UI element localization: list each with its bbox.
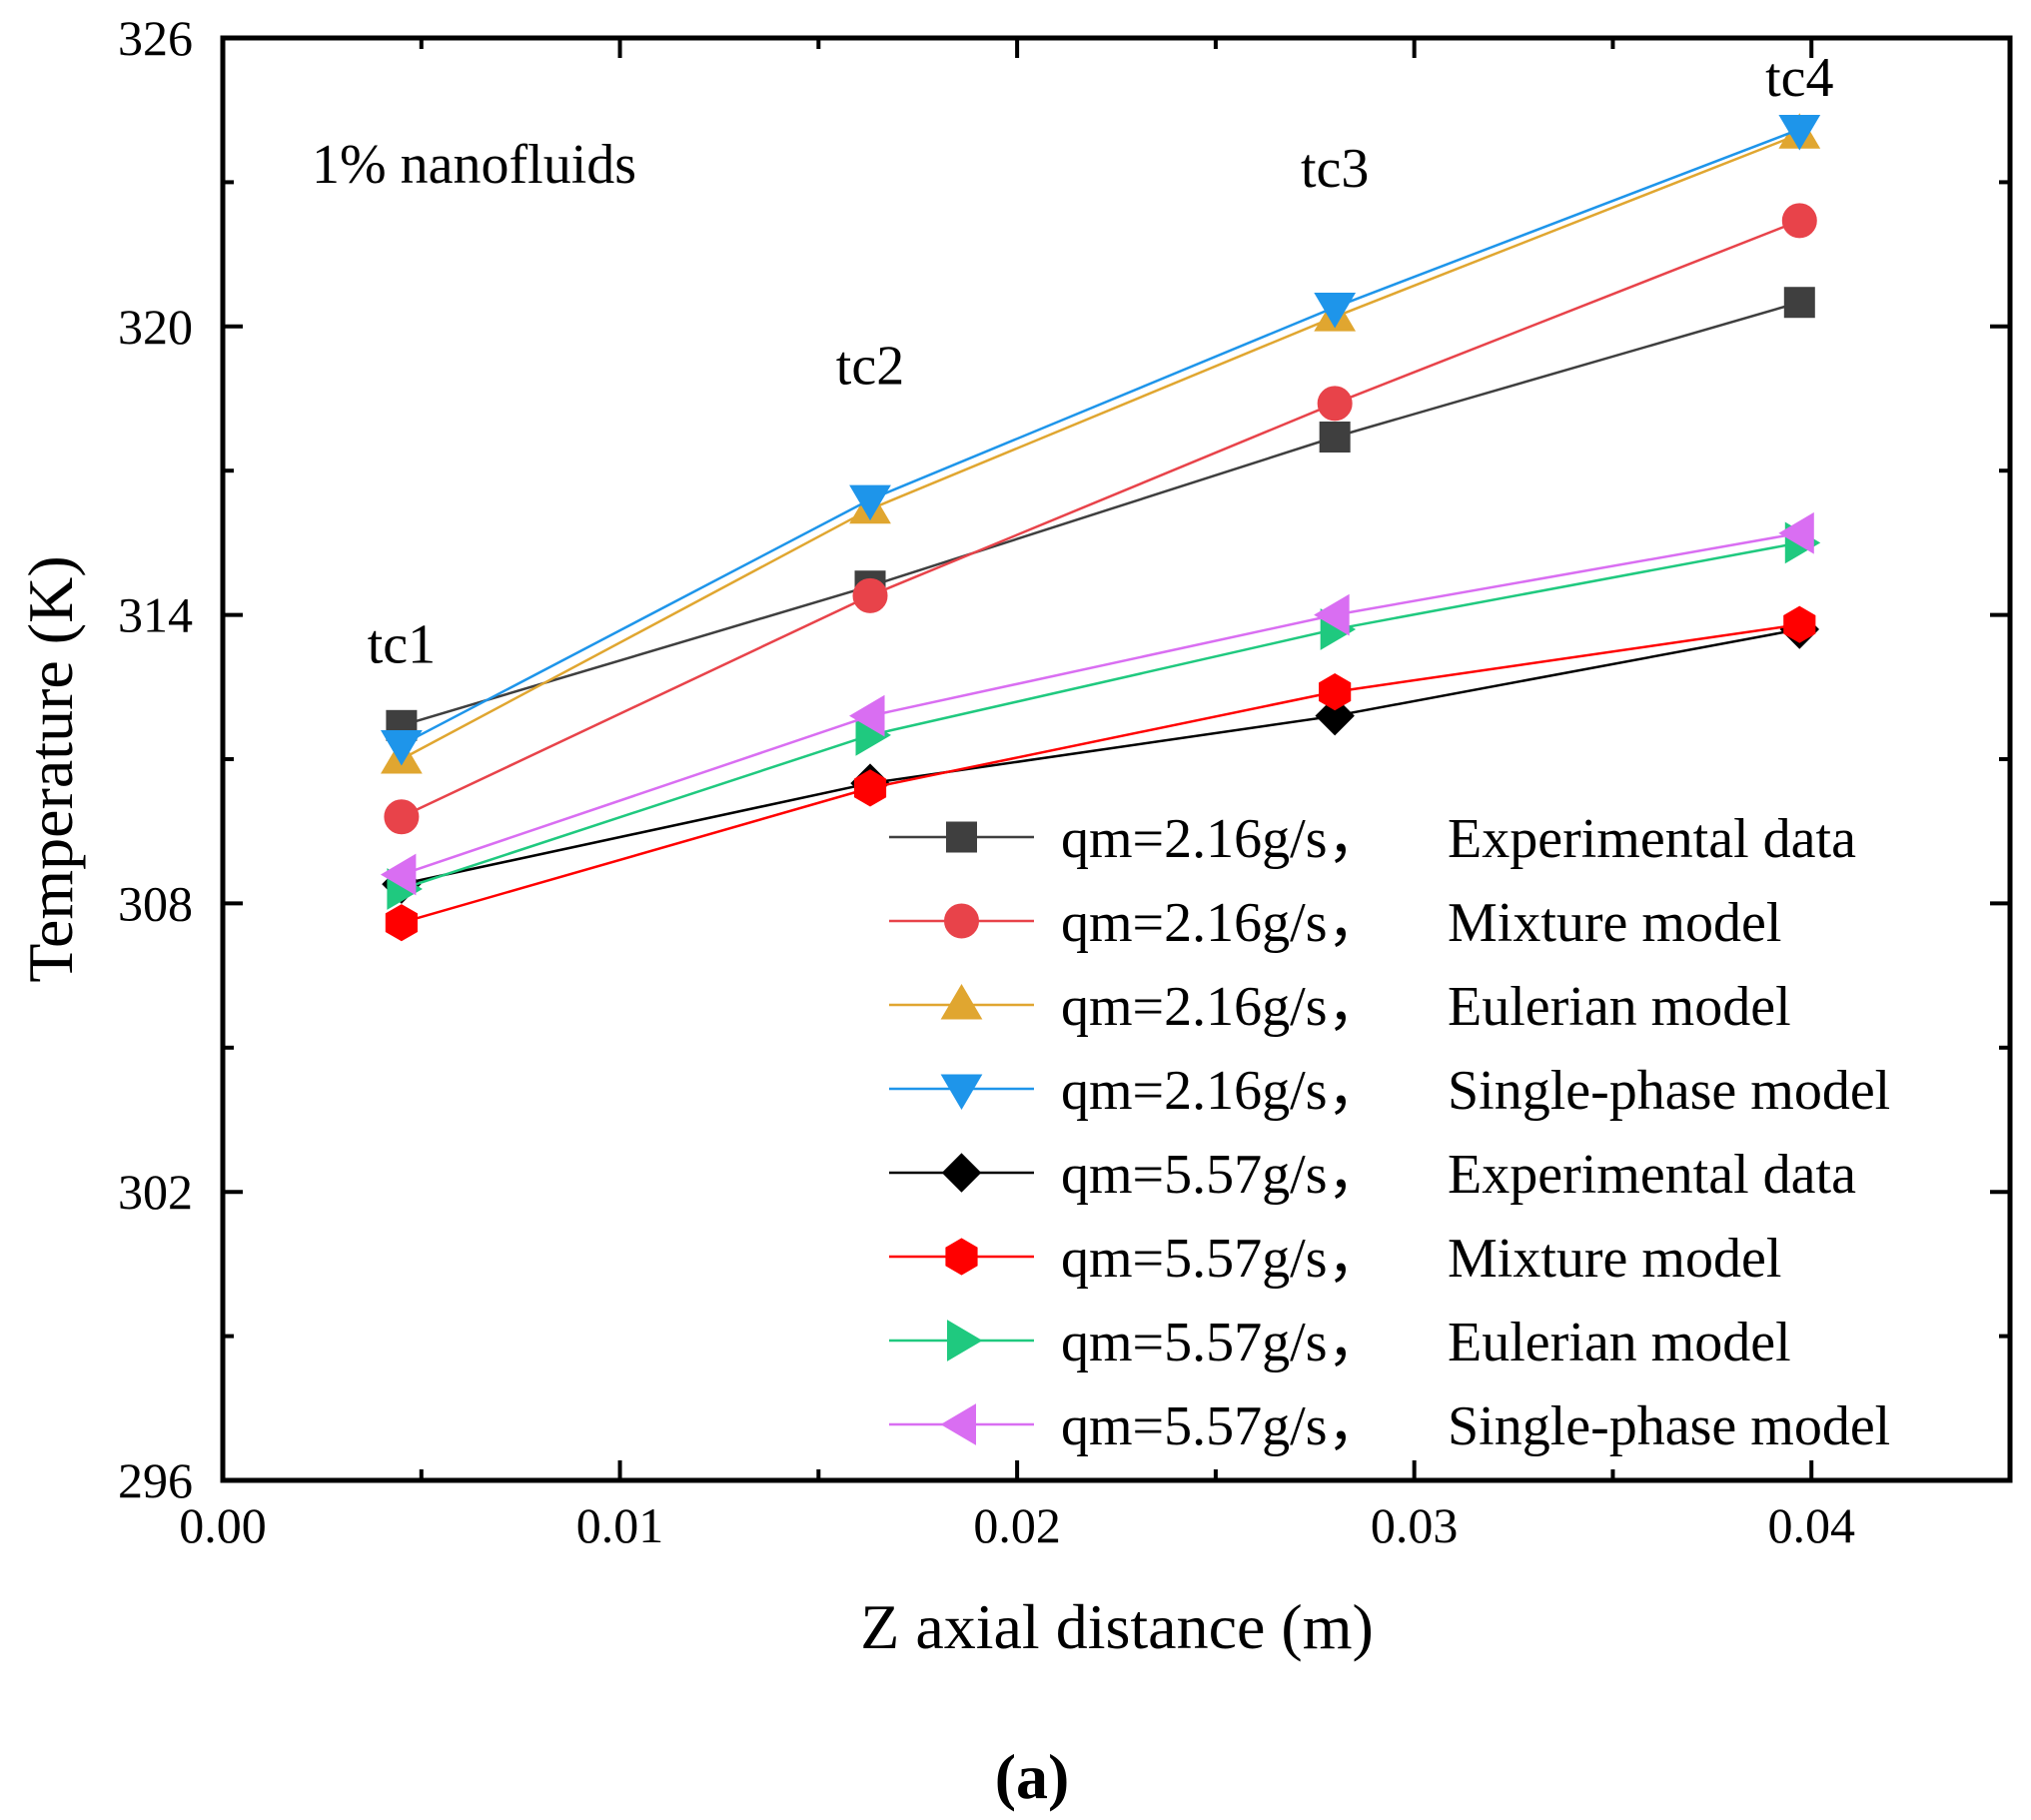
data-point: [1778, 511, 1814, 554]
data-point: [380, 853, 417, 896]
data-point: [385, 904, 418, 942]
series-line: [401, 219, 1800, 818]
data-point: [1315, 695, 1355, 736]
data-point: [852, 577, 888, 613]
legend-entry: qm=2.16g/s， Eulerian model: [889, 976, 1791, 1038]
y-tick-label: 320: [118, 299, 193, 355]
legend-label-model: Eulerian model: [1448, 1312, 1791, 1373]
y-tick-label: 308: [118, 875, 193, 931]
legend-marker: [944, 903, 979, 939]
data-point: [1783, 605, 1816, 643]
legend-label-model: Eulerian model: [1448, 976, 1791, 1038]
point-label: tc2: [836, 336, 904, 398]
legend-label: qm=2.16g/s，: [1061, 892, 1384, 954]
y-tick-label: 302: [118, 1164, 193, 1220]
data-point: [853, 769, 887, 807]
x-axis-label: Z axial distance (m): [860, 1591, 1374, 1662]
point-label: tc1: [368, 614, 436, 676]
legend-label-model: Experimental data: [1448, 1144, 1856, 1206]
axes: 0.00 0.01 0.02 0.03 0.04 296 302 308 314 320 326: [118, 10, 2013, 1553]
y-tick-label: 326: [118, 10, 193, 66]
x-tick-label: 0.00: [179, 1497, 267, 1553]
legend-label: qm=2.16g/s，: [1061, 1060, 1384, 1122]
legend: qm=2.16g/s， Experimental data qm=2.16g/s， M…: [889, 808, 1890, 1457]
data-point: [1319, 673, 1352, 711]
legend-marker: [940, 984, 983, 1020]
legend-label: qm=5.57g/s，: [1061, 1312, 1384, 1373]
legend-marker: [946, 821, 977, 853]
data-point: [384, 799, 420, 835]
data-point: [849, 484, 891, 521]
legend-label-model: Experimental data: [1448, 808, 1856, 870]
legend-entry: qm=5.57g/s， Eulerian model: [889, 1312, 1791, 1373]
legend-label: qm=5.57g/s，: [1061, 1144, 1384, 1206]
legend-entry: qm=5.57g/s， Experimental data: [889, 1144, 1856, 1206]
legend-entry: qm=5.57g/s， Single-phase model: [889, 1395, 1890, 1457]
data-point: [1783, 287, 1815, 319]
x-tick-label: 0.01: [576, 1497, 664, 1553]
series: [386, 287, 1815, 741]
point-label: tc3: [1301, 138, 1369, 200]
data-point: [1319, 422, 1351, 454]
series: [380, 511, 1814, 896]
series-line: [401, 627, 1800, 886]
x-tick-label: 0.04: [1767, 1497, 1855, 1553]
legend-marker: [940, 1074, 983, 1110]
legend-marker: [945, 1238, 978, 1276]
y-axis-label: Temperature (K): [15, 555, 86, 982]
legend-label: qm=2.16g/s，: [1061, 976, 1384, 1038]
data-point: [381, 730, 423, 766]
series-layer: [380, 113, 1821, 942]
annotation-text: 1% nanofluids: [312, 134, 636, 196]
data-point: [849, 694, 885, 737]
legend-entry: qm=5.57g/s， Mixture model: [889, 1228, 1781, 1290]
y-tick-label: 314: [118, 587, 193, 643]
series-line: [401, 133, 1800, 761]
legend-label-model: Single-phase model: [1448, 1395, 1890, 1457]
data-point: [1778, 114, 1821, 151]
series: [381, 113, 1821, 774]
legend-label-model: Single-phase model: [1448, 1060, 1890, 1122]
point-labels: tc1 tc2 tc3 tc4: [368, 47, 1834, 676]
panel-label: (a): [995, 1741, 1070, 1812]
y-tick-label: 296: [118, 1452, 193, 1508]
data-point: [1314, 293, 1357, 329]
legend-entry: qm=2.16g/s， Single-phase model: [889, 1060, 1890, 1122]
legend-label: qm=5.57g/s，: [1061, 1228, 1384, 1290]
data-point: [1781, 203, 1817, 239]
legend-marker: [940, 1403, 976, 1445]
legend-marker: [941, 1153, 982, 1193]
legend-entry: qm=2.16g/s， Experimental data: [889, 808, 1856, 870]
legend-entry: qm=2.16g/s， Mixture model: [889, 892, 1781, 954]
point-label: tc4: [1765, 47, 1833, 109]
series-line: [401, 541, 1800, 891]
legend-label: qm=5.57g/s，: [1061, 1395, 1384, 1457]
series: [384, 203, 1817, 835]
series-line: [401, 301, 1800, 727]
series: [385, 605, 1816, 942]
series-line: [401, 128, 1800, 746]
series-line: [401, 531, 1800, 876]
x-tick-label: 0.03: [1371, 1497, 1459, 1553]
x-tick-label: 0.02: [973, 1497, 1061, 1553]
series: [381, 114, 1821, 766]
series-line: [401, 622, 1800, 924]
legend-label-model: Mixture model: [1448, 1228, 1781, 1290]
legend-label: qm=2.16g/s，: [1061, 808, 1384, 870]
legend-marker: [947, 1320, 983, 1362]
legend-label-model: Mixture model: [1448, 892, 1781, 954]
data-point: [1317, 386, 1353, 422]
data-point: [1314, 593, 1350, 636]
